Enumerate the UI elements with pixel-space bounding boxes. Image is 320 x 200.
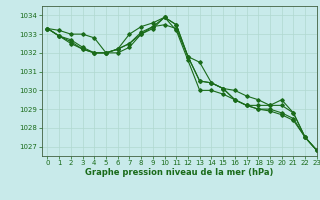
X-axis label: Graphe pression niveau de la mer (hPa): Graphe pression niveau de la mer (hPa) <box>85 168 273 177</box>
